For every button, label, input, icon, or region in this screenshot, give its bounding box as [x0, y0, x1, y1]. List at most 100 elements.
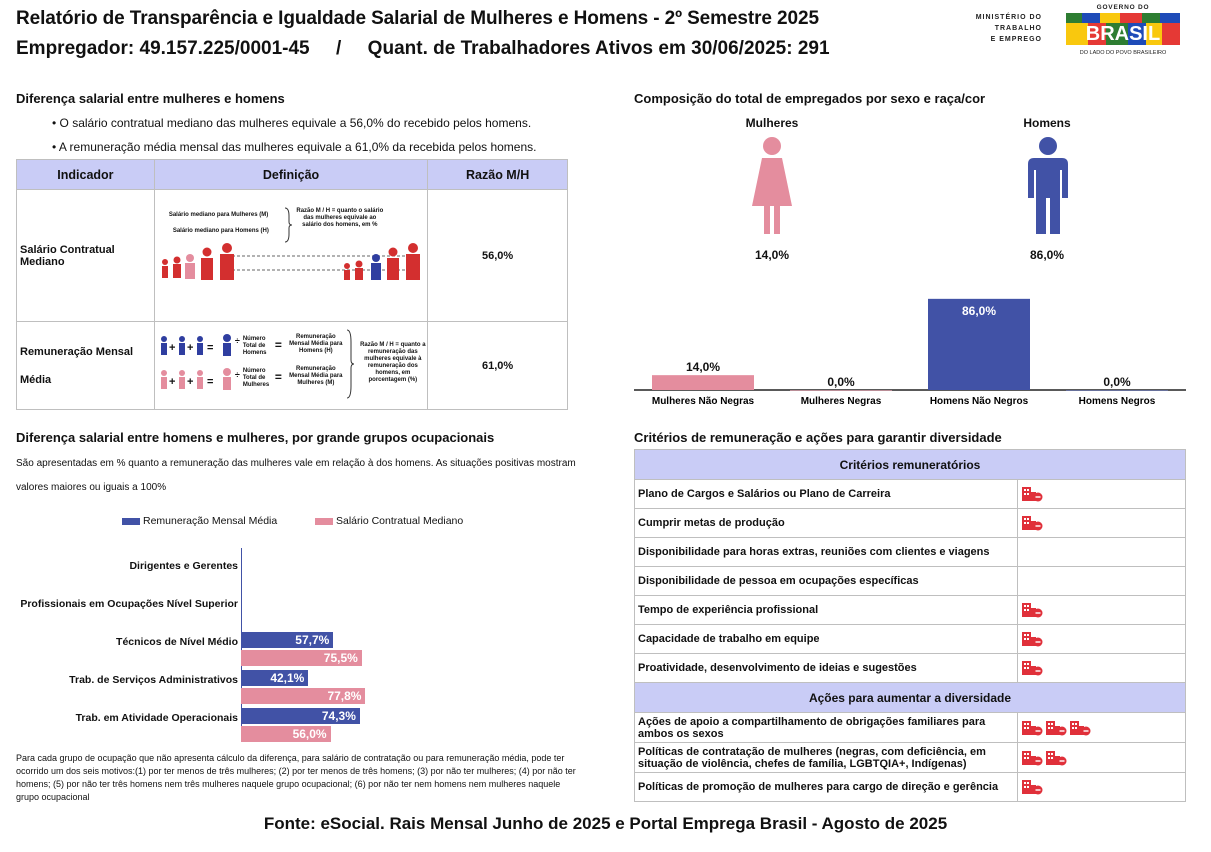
woman-icon — [752, 137, 792, 234]
composition-title: Composição do total de empregados por se… — [634, 91, 986, 106]
company-building-icon — [1046, 750, 1067, 765]
action-icons-cell — [1017, 772, 1186, 802]
occupational-category-label: Dirigentes e Gerentes — [129, 560, 238, 572]
svg-text:GOVERNO DO: GOVERNO DO — [1097, 4, 1150, 11]
action-label: Políticas de promoção de mulheres para c… — [634, 772, 1018, 802]
criteria-row: Disponibilidade para horas extras, reuni… — [634, 537, 1186, 567]
criteria-icons-cell — [1017, 537, 1186, 567]
svg-text:=: = — [207, 342, 213, 354]
criteria-icons-cell — [1017, 624, 1186, 654]
women-sum-icon: + + = — [160, 368, 231, 390]
criteria-title: Critérios de remuneração e ações para ga… — [634, 430, 1002, 445]
composition-value-label: 14,0% — [686, 360, 720, 374]
occupational-category-label: Trab. de Serviços Administrativos — [69, 674, 238, 686]
criteria-label: Cumprir metas de produção — [634, 508, 1018, 538]
action-icons-cell — [1017, 712, 1186, 743]
icons-group — [1021, 660, 1185, 676]
gov-brasil-logo: GOVERNO DO BRASIL DO LADO DO POVO BRASIL… — [1066, 4, 1180, 56]
svg-text:+: + — [187, 376, 193, 388]
occupational-category-label: Profissionais em Ocupações Nível Superio… — [20, 598, 238, 610]
svg-text:DO LADO DO POVO BRASILEIRO: DO LADO DO POVO BRASILEIRO — [1080, 50, 1167, 56]
criteria-label: Capacidade de trabalho em equipe — [634, 624, 1018, 654]
company-building-icon — [1022, 661, 1043, 676]
indicator-mean: Remuneração Mensal Média — [16, 321, 155, 410]
criteria-label: Plano de Cargos e Salários ou Plano de C… — [634, 479, 1018, 509]
company-building-icon — [1022, 603, 1043, 618]
bullet-mean: • A remuneração média mensal das mulhere… — [52, 140, 537, 154]
icons-group — [1021, 720, 1185, 736]
icons-group — [1021, 631, 1185, 647]
composition-value-label: 0,0% — [1103, 375, 1131, 389]
composition-bar — [652, 375, 754, 390]
source-footer: Fonte: eSocial. Rais Mensal Junho de 202… — [263, 814, 948, 833]
bar-salario: 56,0% — [241, 726, 331, 742]
composition-value-label: 0,0% — [827, 375, 855, 389]
definition-mean: + + = + + = ÷ Número Total de Homens = R… — [153, 321, 429, 410]
criteria-table: Critérios remuneratórios Plano de Cargos… — [634, 449, 1186, 802]
criteria-row: Tempo de experiência profissional — [634, 595, 1186, 625]
criteria-label: Disponibilidade para horas extras, reuni… — [634, 537, 1018, 567]
criteria-row: Plano de Cargos e Salários ou Plano de C… — [634, 479, 1186, 509]
composition-category-label: Mulheres Negras — [801, 396, 882, 407]
bar-salario: 75,5% — [241, 650, 362, 666]
composition-category-label: Homens Negros — [1079, 396, 1156, 407]
ratio-median: 56,0% — [427, 189, 568, 322]
icons-group — [1021, 750, 1185, 766]
icons-group — [1021, 779, 1185, 795]
man-icon — [1028, 137, 1068, 234]
company-building-icon — [1022, 487, 1043, 502]
occupational-category-label: Técnicos de Nível Médio — [116, 636, 238, 648]
men-label: Homens — [1023, 116, 1071, 130]
occupational-footnote: Para cada grupo de ocupação que não apre… — [16, 753, 576, 802]
company-building-icon — [1022, 780, 1043, 795]
col-indicador: Indicador — [16, 159, 155, 190]
occupational-title: Diferença salarial entre homens e mulher… — [16, 430, 495, 445]
ratio-mean: 61,0% — [427, 321, 568, 410]
company-building-icon — [1070, 720, 1091, 735]
people-comparison-icon — [161, 243, 420, 280]
composition-bar — [928, 298, 1030, 390]
action-label: Políticas de contratação de mulheres (ne… — [634, 742, 1018, 773]
women-label: Mulheres — [745, 116, 799, 130]
criteria-icons-cell — [1017, 479, 1186, 509]
legend-swatch-blue — [122, 517, 140, 525]
company-building-icon — [1022, 720, 1043, 735]
bar-remuneracao: 42,1% — [241, 670, 309, 686]
col-razao: Razão M/H — [427, 159, 568, 190]
brace-icon — [284, 207, 292, 243]
criteria-row: Capacidade de trabalho em equipe — [634, 624, 1186, 654]
action-row: Políticas de contratação de mulheres (ne… — [634, 742, 1186, 773]
occupational-note: São apresentadas em % quanto a remuneraç… — [16, 458, 576, 493]
composition-bar — [1066, 390, 1168, 391]
composition-category-label: Mulheres Não Negras — [652, 396, 755, 407]
company-building-icon — [1022, 516, 1043, 531]
legend-rem: Remuneração Mensal Média — [122, 515, 277, 527]
occupational-category-label: Trab. em Atividade Operacionais — [75, 712, 238, 724]
men-sum-icon: + + = — [160, 334, 231, 356]
definition-median: Salário mediano para Mulheres (M) Salári… — [153, 189, 429, 322]
icons-group — [1021, 602, 1185, 618]
indicator-median: Salário Contratual Mediano — [16, 189, 155, 322]
criteria-icons-cell — [1017, 653, 1186, 683]
ministry-logo: MINISTÉRIO DO TRABALHO E EMPREGO — [975, 14, 1042, 43]
action-icons-cell — [1017, 742, 1186, 773]
composition-bar-chart: 14,0% Mulheres Não Negras 0,0% Mulheres Neg… — [634, 298, 1186, 407]
icons-group — [1021, 486, 1185, 502]
report-subtitle: Empregador: 49.157.225/0001-45 / Quant. … — [16, 38, 830, 59]
bar-remuneracao: 74,3% — [241, 708, 360, 724]
company-building-icon — [1046, 720, 1067, 735]
svg-text:+: + — [169, 376, 175, 388]
criteria-label: Disponibilidade de pessoa em ocupações e… — [634, 566, 1018, 596]
bar-salario: 77,8% — [241, 688, 366, 704]
criteria-label: Proatividade, desenvolvimento de ideias … — [634, 653, 1018, 683]
svg-text:BRASIL: BRASIL — [1086, 23, 1160, 45]
criteria-icons-cell — [1017, 595, 1186, 625]
bar-remuneracao: 57,7% — [241, 632, 334, 648]
brace-icon-2 — [346, 329, 354, 399]
criteria-header: Critérios remuneratórios — [634, 449, 1186, 480]
composition-category-label: Homens Não Negros — [930, 396, 1029, 407]
report-title: Relatório de Transparência e Igualdade S… — [16, 8, 819, 29]
criteria-row: Cumprir metas de produção — [634, 508, 1186, 538]
col-definicao: Definição — [153, 159, 429, 190]
svg-text:=: = — [207, 376, 213, 388]
